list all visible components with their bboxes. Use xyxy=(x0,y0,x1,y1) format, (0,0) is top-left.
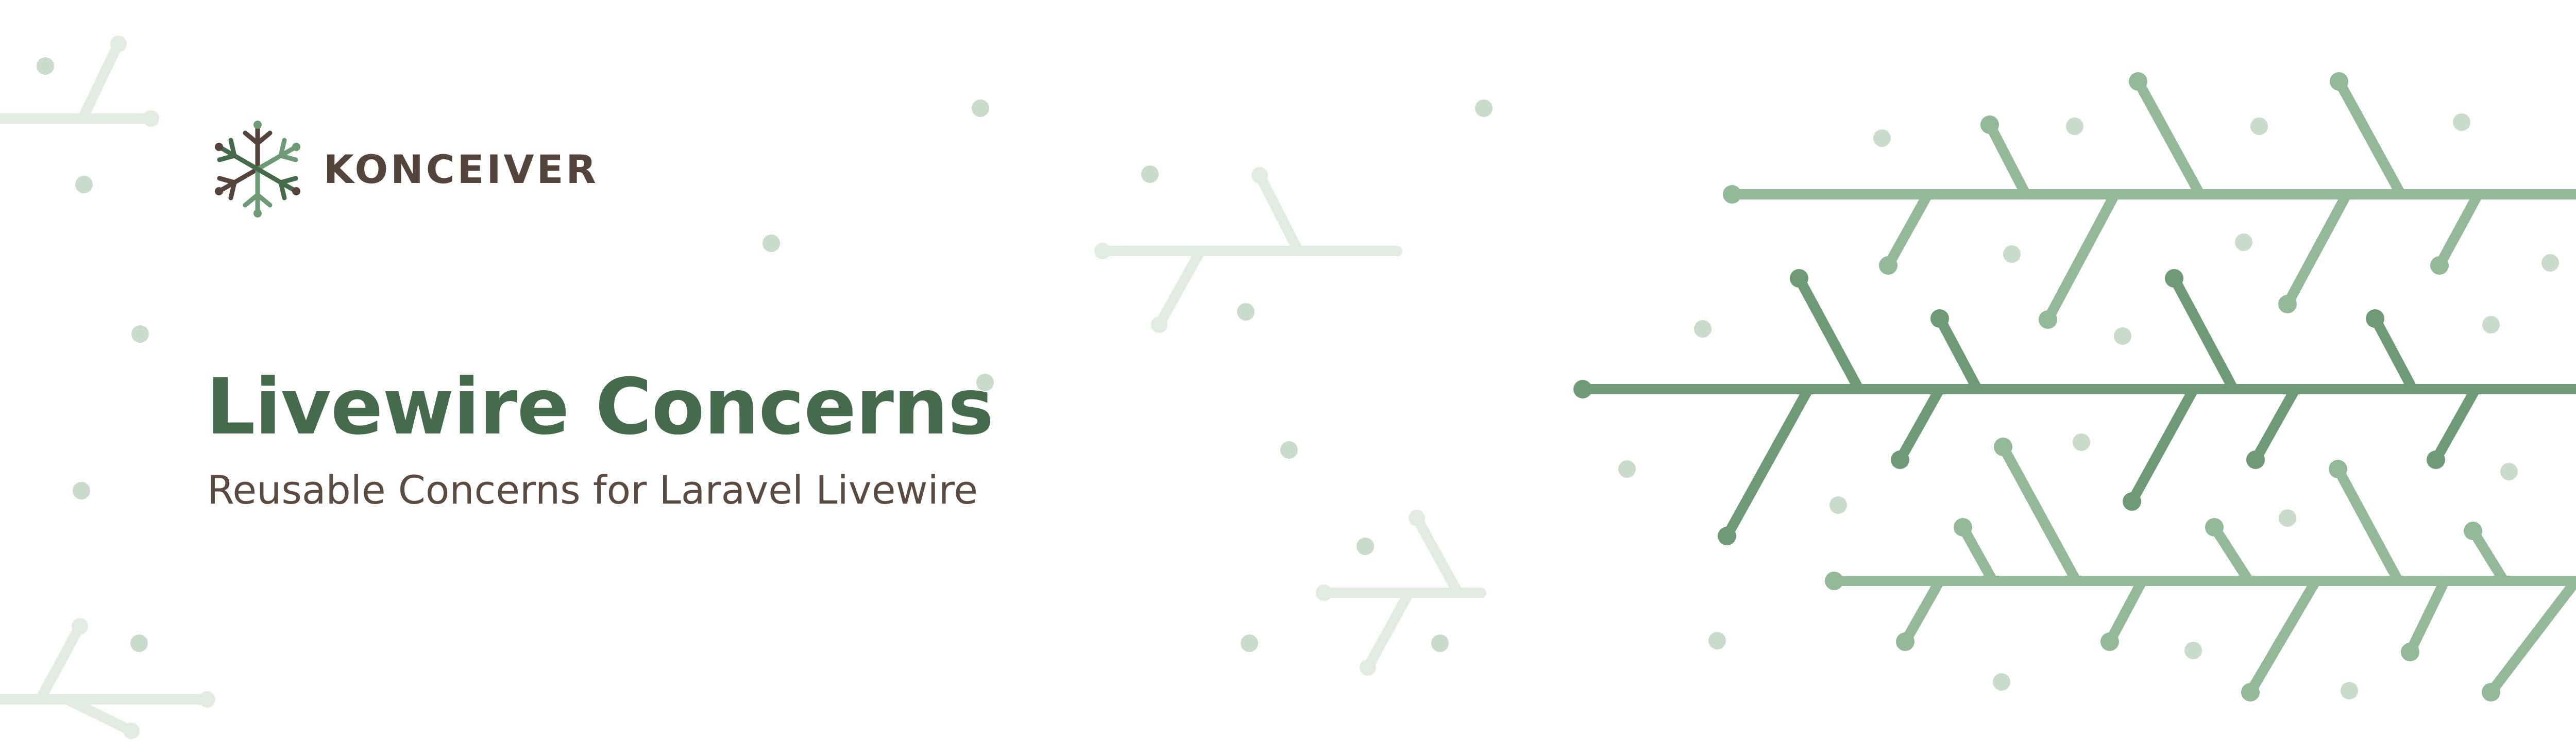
brand-header: KONCEIVER xyxy=(206,118,599,221)
branch-top xyxy=(1723,72,2576,329)
faint-branch-top-left xyxy=(0,36,159,127)
brand-name: KONCEIVER xyxy=(324,146,599,192)
branch-bottom xyxy=(1825,438,2576,701)
snowflake-branch-logo-icon xyxy=(215,121,300,218)
faint-branches xyxy=(0,36,1486,739)
scattered-dots xyxy=(37,57,2559,699)
faint-branch-middle-bottom xyxy=(1316,510,1486,676)
page-subtitle: Reusable Concerns for Laravel Livewire xyxy=(207,467,978,513)
branch-middle xyxy=(1573,269,2576,545)
page-title: Livewire Concerns xyxy=(206,362,994,452)
faint-branch-bottom-left xyxy=(0,618,215,739)
faint-branch-middle-top xyxy=(1094,167,1402,333)
